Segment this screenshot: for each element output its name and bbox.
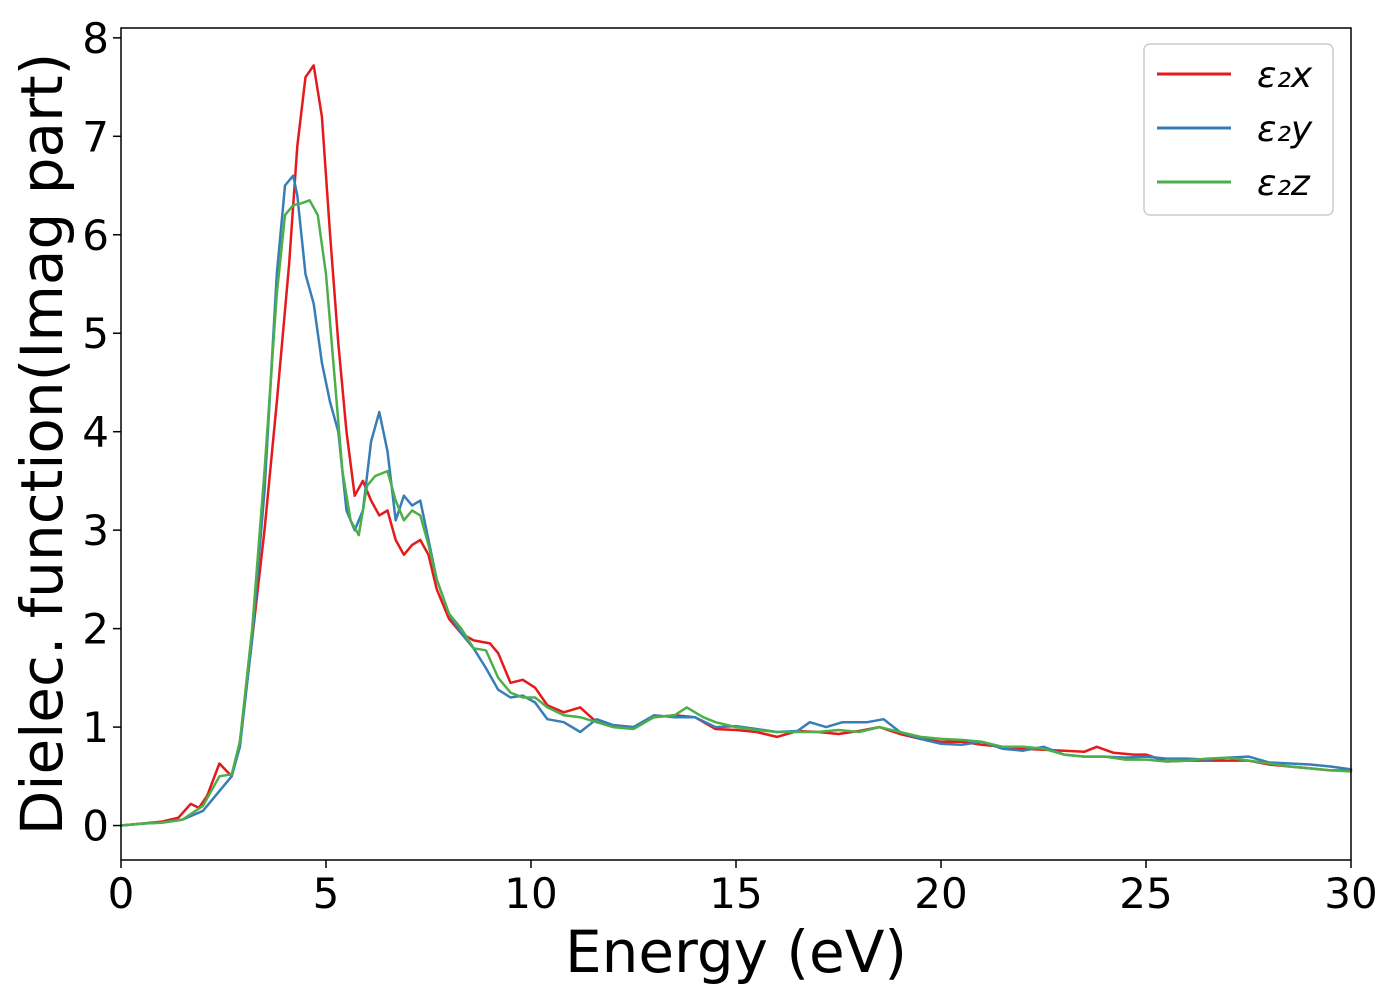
legend-items: ε₂x ε₂y ε₂z <box>1157 55 1313 204</box>
legend-label-1: ε₂y <box>1257 109 1313 150</box>
x-tick-label: 10 <box>504 869 557 918</box>
y-tick-label: 5 <box>82 309 109 358</box>
y-axis: 0 1 2 3 4 5 6 7 8 <box>82 14 121 851</box>
x-axis: 0 5 10 15 20 25 30 <box>108 860 1378 918</box>
x-tick-label: 30 <box>1324 869 1377 918</box>
x-tick-label: 25 <box>1119 869 1172 918</box>
y-tick-label: 3 <box>82 506 109 555</box>
series-layer <box>119 64 1353 827</box>
y-tick-label: 2 <box>82 605 109 654</box>
x-tick-label: 15 <box>709 869 762 918</box>
y-tick-label: 7 <box>82 112 109 161</box>
series-line-2 <box>119 199 1353 827</box>
x-tick-label: 20 <box>914 869 967 918</box>
x-tick-label: 0 <box>108 869 135 918</box>
y-axis-title: Dielec. function(Imag part) <box>8 53 76 836</box>
y-tick-label: 0 <box>82 802 109 851</box>
legend-label-0: ε₂x <box>1257 55 1313 96</box>
legend-box <box>1143 43 1334 216</box>
y-tick-label: 6 <box>82 211 109 260</box>
legend-label-2: ε₂z <box>1257 163 1311 204</box>
legend: ε₂x ε₂y ε₂z <box>1143 43 1334 216</box>
x-tick-label: 5 <box>313 869 340 918</box>
y-tick-label: 8 <box>82 14 109 63</box>
x-axis-title: Energy (eV) <box>565 918 907 986</box>
y-tick-label: 1 <box>82 703 109 752</box>
y-tick-label: 4 <box>82 408 109 457</box>
